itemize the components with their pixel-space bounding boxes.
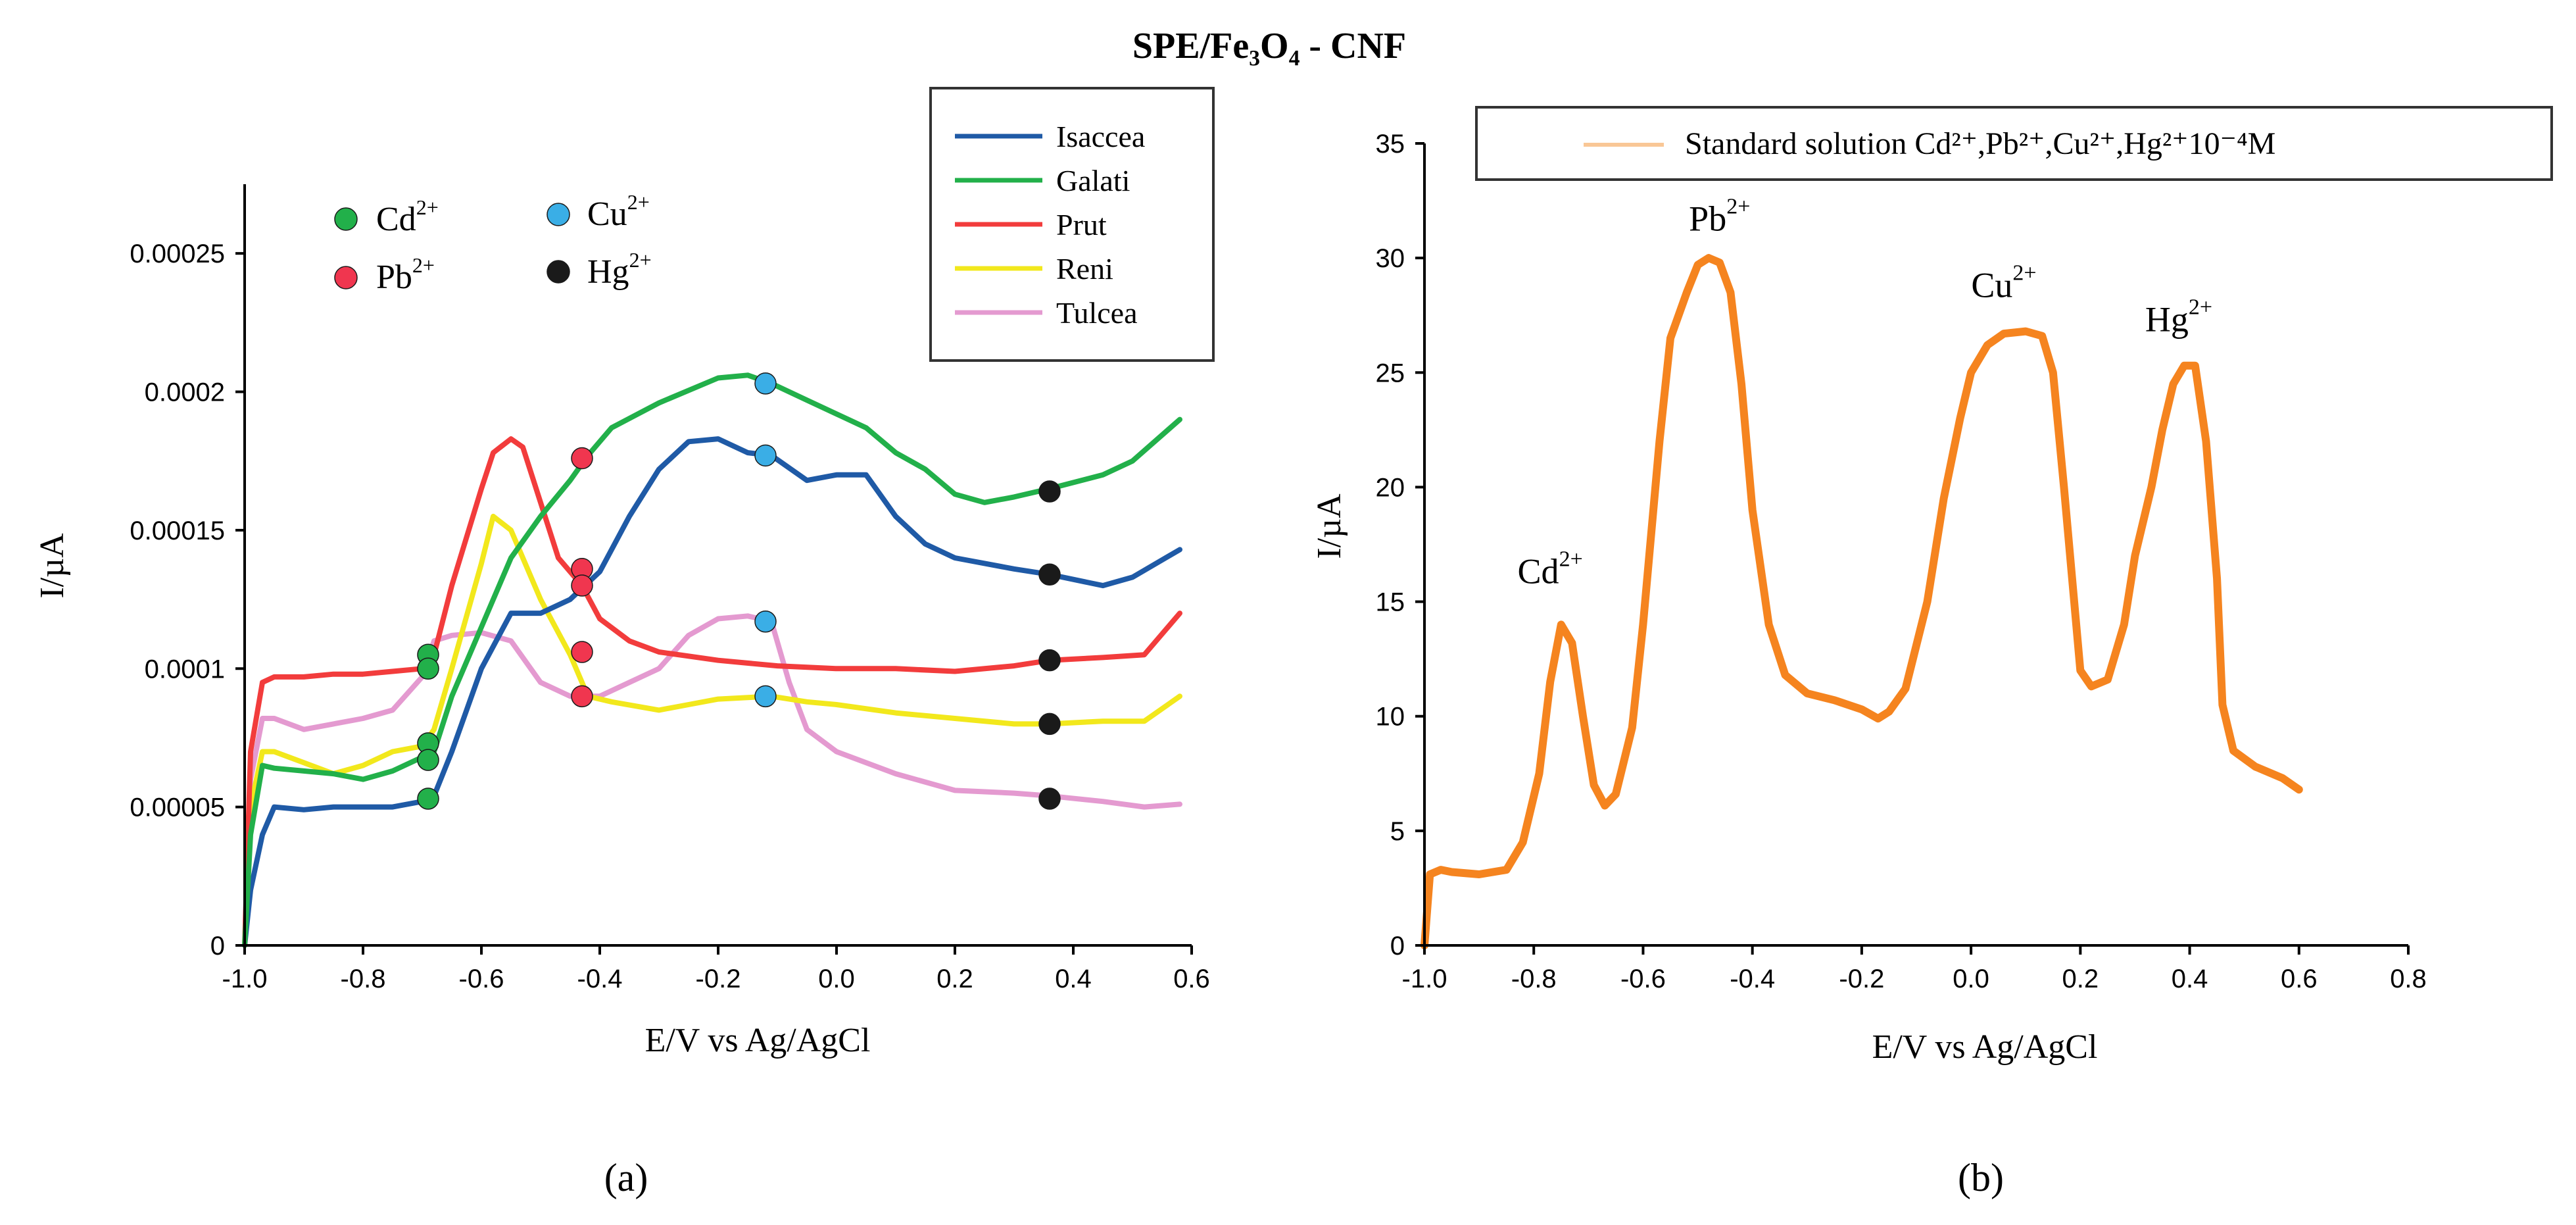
panel-a-x-tick-label: -0.6	[459, 964, 504, 993]
marker-pb	[571, 641, 593, 663]
panel-b-x-tick-label: -0.8	[1511, 964, 1557, 993]
panel-a-x-axis-label: E/V vs Ag/AgCl	[645, 1022, 871, 1059]
panel-b-x-tick-label: -1.0	[1402, 964, 1447, 993]
marker-cu	[754, 372, 777, 395]
panel-a-x-tick-label: 0.6	[1173, 964, 1210, 993]
panel-b-x-ticks: -1.0 -0.8 -0.6 -0.4 -0.2 0.0 0.2 0.4 0.6 0.8	[1402, 945, 2427, 993]
panel-a-label: (a)	[604, 1156, 648, 1199]
panel-b-x-tick-label: -0.4	[1730, 964, 1775, 993]
legend-label-isaccea: Isaccea	[1056, 120, 1145, 153]
marker-cu	[754, 610, 777, 633]
marker-cu	[754, 685, 777, 708]
marker-legend-pb-dot	[334, 266, 358, 289]
panel-a-y-tick-label: 0.00005	[130, 793, 225, 822]
panel-a-x-tick-label: 0.0	[818, 964, 855, 993]
marker-hg	[1038, 712, 1061, 736]
panel-a-x-tick-label: 0.4	[1055, 964, 1092, 993]
panel-b-peak-labels: Cd2+ Pb2+ Cu2+ Hg2+	[1518, 194, 2212, 591]
panel-b-y-tick-label: 25	[1376, 359, 1405, 388]
panel-a-x-tick-label: -0.2	[696, 964, 741, 993]
series-line-isaccea	[242, 436, 1182, 948]
marker-pb	[571, 685, 593, 708]
marker-legend-cd-label: Cd2+	[376, 195, 439, 238]
marker-legend-hg-dot	[547, 260, 570, 284]
peak-label-cu: Cu2+	[1971, 261, 2036, 305]
panel-b-x-tick-label: -0.6	[1620, 964, 1666, 993]
figure-title: SPE/Fe₃O₄ - CNF	[1132, 26, 1406, 66]
panel-a-x-tick-label: 0.2	[936, 964, 973, 993]
marker-hg	[1038, 649, 1061, 672]
legend-label-reni: Reni	[1056, 252, 1113, 286]
panel-a-x-ticks: -1.0 -0.8 -0.6 -0.4 -0.2 0.0 0.2 0.4 0.6	[222, 945, 1210, 993]
panel-a-y-tick-label: 0.0001	[145, 655, 225, 684]
panel-b-y-tick-label: 20	[1376, 473, 1405, 502]
marker-legend-hg-label: Hg2+	[587, 248, 652, 291]
marker-cd	[417, 749, 439, 771]
peak-label-cd: Cd2+	[1518, 547, 1583, 591]
peak-label-pb: Pb2+	[1689, 194, 1750, 238]
panel-b-chart: -1.0 -0.8 -0.6 -0.4 -0.2 0.0 0.2 0.4 0.6 0.8 0 5 10…	[1311, 106, 2553, 1199]
series-line-galati	[242, 372, 1182, 948]
panel-b-x-tick-label: 0.0	[1953, 964, 1989, 993]
panel-b-y-tick-label: 35	[1376, 130, 1405, 159]
panel-b-x-tick-label: 0.8	[2390, 964, 2427, 993]
panel-a-x-tick-label: -0.8	[341, 964, 386, 993]
marker-cd	[417, 788, 439, 810]
panel-b-series-group	[1421, 254, 2303, 949]
legend-label-galati: Galati	[1056, 164, 1130, 197]
panel-b-y-tick-label: 30	[1376, 244, 1405, 273]
legend-label-tulcea: Tulcea	[1056, 296, 1138, 330]
marker-legend-cd-dot	[334, 207, 358, 231]
panel-a-y-axis-label: I/µA	[34, 533, 71, 599]
marker-hg	[1038, 563, 1061, 586]
series-line-prut	[242, 436, 1182, 948]
panel-a-legend: Isaccea Galati Prut Reni Tulcea	[929, 87, 1215, 362]
panel-a-series-group	[242, 372, 1182, 948]
marker-legend-pb-label: Pb2+	[376, 253, 435, 296]
panel-b-y-tick-label: 10	[1376, 703, 1405, 732]
panel-b-legend-text: Standard solution Cd²⁺,Pb²⁺,Cu²⁺,Hg²⁺10⁻…	[1685, 126, 2275, 161]
peak-label-hg: Hg2+	[2145, 295, 2212, 339]
marker-pb	[571, 574, 593, 597]
panel-a-y-tick-label: 0.0002	[145, 378, 225, 407]
panel-b-y-tick-label: 5	[1390, 817, 1405, 846]
panel-a-y-tick-label: 0.00015	[130, 516, 225, 545]
panel-a-chart: -1.0 -0.8 -0.6 -0.4 -0.2 0.0 0.2 0.4 0.6 0 0.0000…	[34, 87, 1215, 1199]
panel-a-x-tick-label: -1.0	[222, 964, 268, 993]
panel-a-y-tick-label: 0.00025	[130, 239, 225, 268]
panel-a-y-tick-label: 0	[210, 932, 225, 961]
panel-b-x-tick-label: 0.2	[2062, 964, 2099, 993]
panel-a-y-ticks: 0 0.00005 0.0001 0.00015 0.0002 0.00025	[130, 239, 245, 961]
panel-b-y-axis-label: I/µA	[1311, 493, 1348, 559]
series-line-standard-solution	[1421, 254, 2303, 949]
marker-legend-cu-dot	[547, 203, 570, 226]
panel-b-y-tick-label: 15	[1376, 588, 1405, 617]
panel-b-x-tick-label: 0.4	[2172, 964, 2208, 993]
legend-label-prut: Prut	[1056, 208, 1107, 241]
panel-b-x-tick-label: 0.6	[2281, 964, 2318, 993]
marker-hg	[1038, 480, 1061, 503]
panel-b-label: (b)	[1958, 1156, 2004, 1199]
marker-pb	[571, 447, 593, 470]
panel-b-x-axis-label: E/V vs Ag/AgCl	[1872, 1028, 2098, 1066]
series-line-tulcea	[242, 613, 1182, 948]
panel-b-legend: Standard solution Cd²⁺,Pb²⁺,Cu²⁺,Hg²⁺10⁻…	[1475, 106, 2553, 181]
marker-legend: Cd2+ Pb2+ Cu2+ Hg2+	[334, 190, 652, 296]
panel-a-markers-group	[417, 372, 1061, 810]
panel-b-x-tick-label: -0.2	[1839, 964, 1884, 993]
marker-hg	[1038, 788, 1061, 810]
marker-cu	[754, 444, 777, 467]
panel-b-y-ticks: 0 5 10 15 20 25 30 35	[1376, 130, 1424, 961]
marker-cd	[417, 657, 439, 680]
panel-a-legend-items: Isaccea Galati Prut Reni Tulcea	[955, 120, 1145, 330]
panel-a-x-tick-label: -0.4	[577, 964, 623, 993]
panel-b-y-tick-label: 0	[1390, 932, 1405, 961]
marker-legend-cu-label: Cu2+	[587, 190, 650, 233]
